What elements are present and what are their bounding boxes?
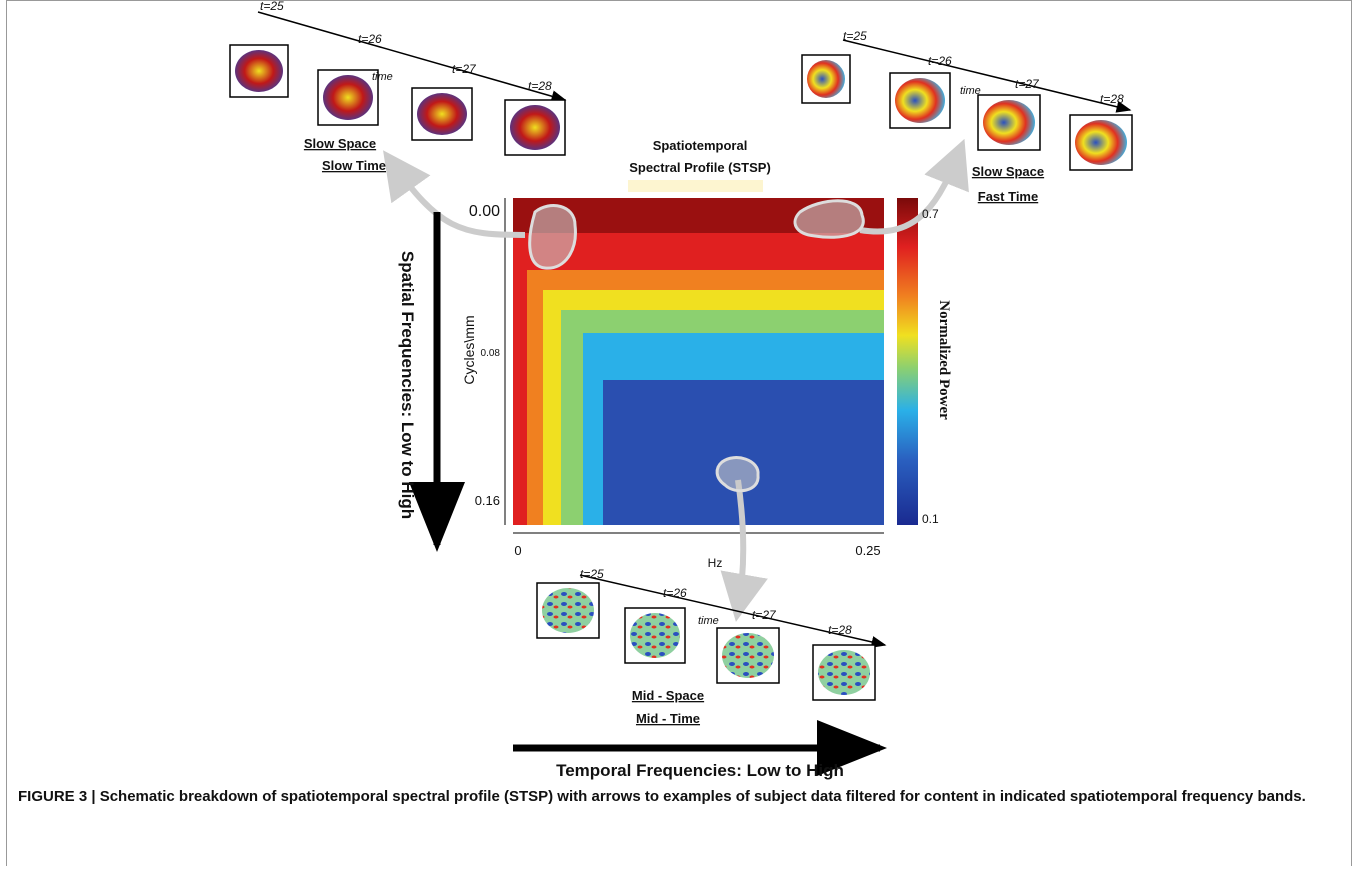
title: Spectral Profile (STSP) [629,160,771,175]
colorbar-tick: 0.1 [922,512,939,526]
y-tick-label: 0.08 [481,348,501,359]
y-label: Cycles\mm [461,315,477,384]
topo-map [510,105,560,150]
topo-map [818,650,870,695]
topo-map [417,93,467,135]
time-label: t=26 [928,54,952,68]
topo-map [235,50,283,92]
y-tick-label: 0.16 [475,493,500,508]
time-label: t=27 [452,62,477,76]
title: Spatiotemporal [653,138,748,153]
topo-map [722,633,774,678]
time-label: t=25 [580,567,604,581]
caption: FIGURE 3 | Schematic breakdown of spatio… [18,786,1338,808]
spatial-label: Spatial Frequencies: Low to High [398,251,417,519]
timeline [258,12,565,100]
time-label: t=26 [358,32,382,46]
y-tick-label: 0.00 [469,203,500,220]
panel-caption: Mid - Time [636,711,700,726]
figure: Spatiotemporal Spectral Profile (STSP) 0… [0,0,1360,780]
topo-map [630,613,680,658]
colorbar-label: Normalized Power [936,300,952,420]
time-label: t=28 [1100,92,1124,106]
x-tick-label: 0 [514,543,521,558]
page: Spatiotemporal Spectral Profile (STSP) 0… [0,0,1360,870]
colorbar-tick: 0.7 [922,207,939,221]
panel-caption: Slow Time [322,158,386,173]
topo-map [983,100,1035,145]
x-tick-label: 0.25 [855,543,880,558]
temporal-label: Temporal Frequencies: Low to High [556,761,844,780]
time-axis-label: time [698,615,719,627]
topo-map [807,60,845,98]
time-label: t=25 [260,0,284,13]
panel-caption: Slow Space [304,136,376,151]
time-label: t=28 [528,79,552,93]
panel-caption: Slow Space [972,164,1044,179]
topo-map [1075,120,1127,165]
topo-map [542,588,594,633]
x-label: Hz [708,556,723,570]
time-label: t=26 [663,586,687,600]
title-highlight [628,180,763,192]
time-axis-label: time [372,71,393,83]
time-label: t=27 [752,608,777,622]
time-label: t=28 [828,623,852,637]
time-label: t=25 [843,29,867,43]
colorbar [897,198,918,525]
topo-map [323,75,373,120]
time-label: t=27 [1015,77,1040,91]
topo-map [895,78,945,123]
panel-caption: Mid - Space [632,688,704,703]
panel-caption: Fast Time [978,189,1038,204]
time-axis-label: time [960,85,981,97]
